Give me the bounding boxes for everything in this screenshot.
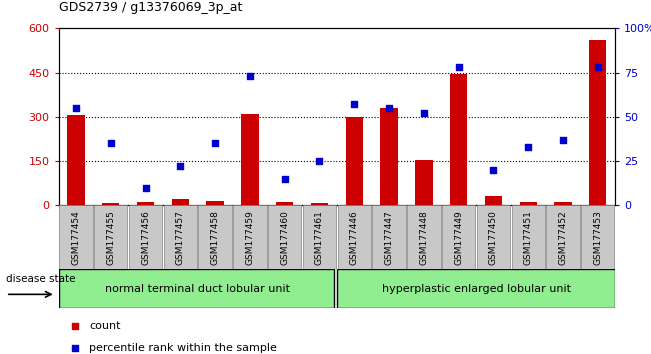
Text: disease state: disease state	[6, 274, 76, 284]
Point	[484, 272, 494, 278]
Text: GSM177450: GSM177450	[489, 210, 498, 265]
Bar	[172, 199, 189, 205]
Text: GSM177449: GSM177449	[454, 210, 463, 265]
Point	[279, 176, 290, 182]
Text: GSM177447: GSM177447	[385, 210, 394, 265]
Text: GSM177459: GSM177459	[245, 210, 255, 265]
FancyBboxPatch shape	[268, 205, 301, 269]
FancyBboxPatch shape	[129, 205, 162, 269]
Text: GSM177452: GSM177452	[559, 210, 568, 265]
Point	[141, 185, 151, 190]
Text: hyperplastic enlarged lobular unit: hyperplastic enlarged lobular unit	[381, 284, 570, 293]
Text: GSM177457: GSM177457	[176, 210, 185, 265]
FancyBboxPatch shape	[59, 205, 92, 269]
Text: GSM177461: GSM177461	[315, 210, 324, 265]
Bar	[276, 202, 294, 205]
FancyBboxPatch shape	[303, 205, 336, 269]
Point	[245, 73, 255, 79]
FancyBboxPatch shape	[512, 205, 545, 269]
Text: GSM177458: GSM177458	[211, 210, 219, 265]
FancyBboxPatch shape	[94, 205, 128, 269]
Text: GDS2739 / g13376069_3p_at: GDS2739 / g13376069_3p_at	[59, 1, 242, 14]
Point	[454, 64, 464, 70]
Text: GSM177454: GSM177454	[72, 210, 81, 265]
Point	[558, 137, 568, 143]
Text: GSM177460: GSM177460	[280, 210, 289, 265]
Bar	[380, 108, 398, 205]
Point	[349, 102, 359, 107]
Bar	[102, 203, 120, 205]
Point	[105, 141, 116, 146]
Point	[523, 144, 533, 150]
Point	[592, 64, 603, 70]
Bar	[242, 114, 258, 205]
Bar	[450, 74, 467, 205]
FancyBboxPatch shape	[372, 205, 406, 269]
Text: percentile rank within the sample: percentile rank within the sample	[89, 343, 277, 353]
FancyBboxPatch shape	[407, 205, 441, 269]
Bar	[519, 202, 537, 205]
FancyBboxPatch shape	[477, 205, 510, 269]
Point	[419, 110, 429, 116]
FancyBboxPatch shape	[337, 269, 615, 308]
Text: GSM177455: GSM177455	[106, 210, 115, 265]
Point	[384, 105, 395, 111]
Text: GSM177451: GSM177451	[523, 210, 533, 265]
Bar	[485, 196, 502, 205]
FancyBboxPatch shape	[338, 205, 371, 269]
Text: GSM177456: GSM177456	[141, 210, 150, 265]
Bar	[206, 201, 224, 205]
Bar	[67, 115, 85, 205]
Text: GSM177448: GSM177448	[419, 210, 428, 265]
Bar	[346, 117, 363, 205]
FancyBboxPatch shape	[233, 205, 267, 269]
FancyBboxPatch shape	[581, 205, 615, 269]
Point	[175, 164, 186, 169]
Point	[210, 141, 220, 146]
FancyBboxPatch shape	[59, 269, 334, 308]
FancyBboxPatch shape	[442, 205, 475, 269]
Text: normal terminal duct lobular unit: normal terminal duct lobular unit	[105, 284, 290, 293]
Point	[484, 79, 494, 85]
Bar	[554, 202, 572, 205]
Text: GSM177453: GSM177453	[593, 210, 602, 265]
Text: count: count	[89, 321, 120, 331]
FancyBboxPatch shape	[199, 205, 232, 269]
Bar	[311, 203, 328, 205]
Point	[71, 105, 81, 111]
Text: GSM177446: GSM177446	[350, 210, 359, 265]
FancyBboxPatch shape	[163, 205, 197, 269]
Bar	[415, 160, 432, 205]
Point	[488, 167, 499, 173]
Bar	[137, 202, 154, 205]
Bar	[589, 40, 607, 205]
FancyBboxPatch shape	[546, 205, 579, 269]
Point	[314, 158, 325, 164]
